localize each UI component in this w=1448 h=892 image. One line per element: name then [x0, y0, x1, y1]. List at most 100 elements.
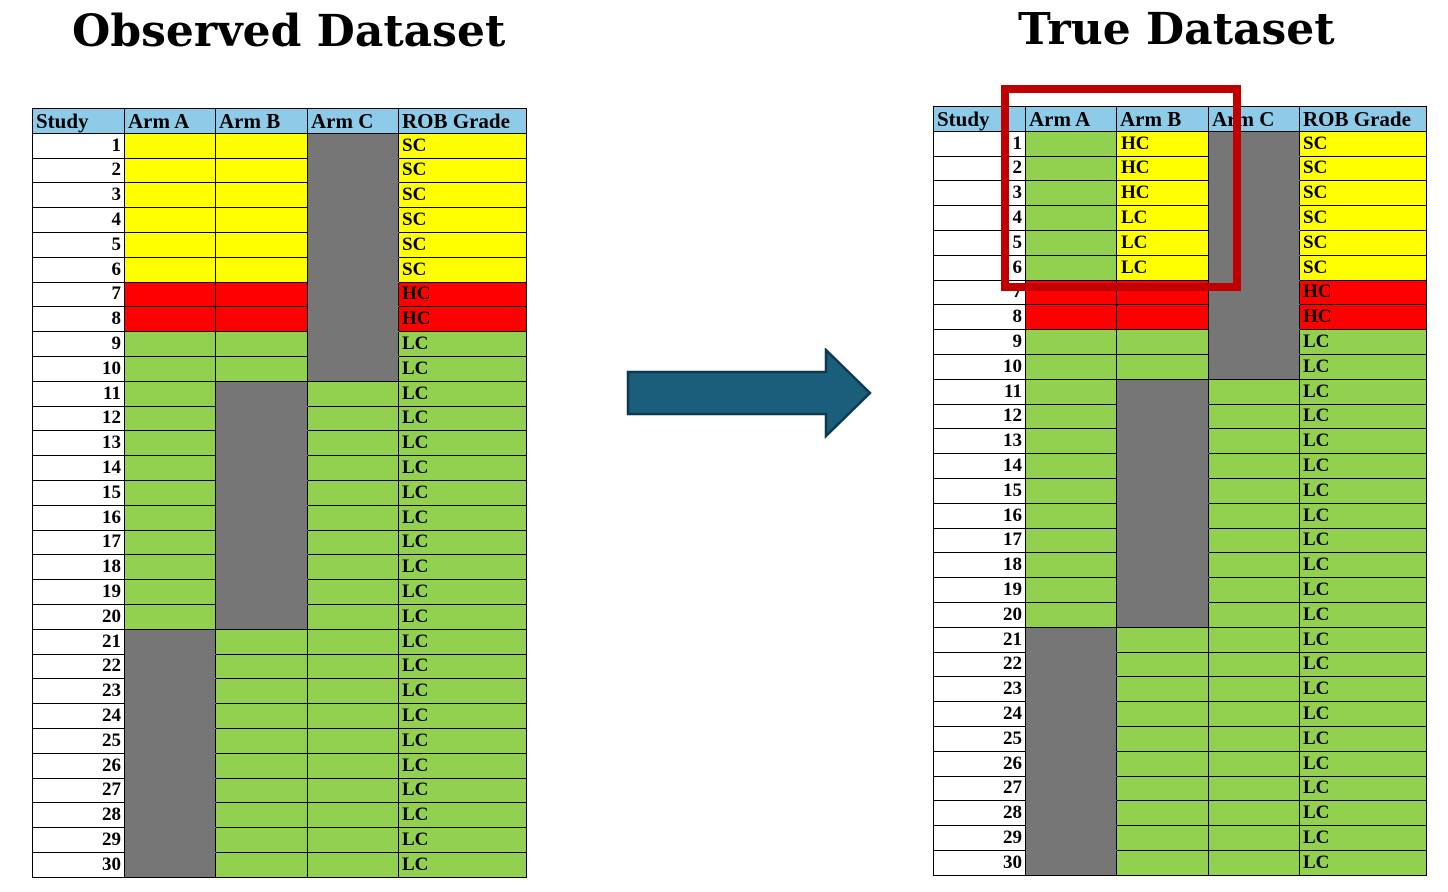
rob-grade-cell: LC	[1299, 552, 1427, 579]
true-dataset-table: Study Arm A Arm B Arm C ROB Grade 1 HC SC 2 HC SC…	[933, 106, 1427, 876]
arm-cell	[1208, 725, 1300, 752]
table-row: 28 LC	[32, 802, 527, 829]
rob-grade-cell: LC	[398, 802, 527, 829]
true-dataset-title: True Dataset	[1018, 4, 1335, 55]
arm-cell	[215, 182, 308, 209]
arm-cell	[124, 455, 216, 481]
study-number: 23	[32, 678, 125, 705]
rob-grade-cell: LC	[398, 504, 527, 531]
arm-cell	[1208, 626, 1300, 653]
arm-cell	[1208, 304, 1300, 331]
rob-grade-cell: LC	[1299, 651, 1427, 678]
study-number: 9	[32, 331, 125, 357]
rob-grade-cell: LC	[398, 405, 527, 432]
arm-cell	[1208, 849, 1300, 876]
study-number: 30	[933, 849, 1026, 876]
arm-cell	[1116, 577, 1209, 603]
table-row: 1 SC	[32, 132, 527, 159]
table-row: 12 LC	[933, 403, 1427, 430]
observed-dataset-table: Study Arm A Arm B Arm C ROB Grade 1 SC 2 SC 3 SC 4…	[32, 108, 527, 878]
arm-cell	[1025, 701, 1117, 727]
arm-cell: LC	[1116, 229, 1209, 256]
table-row: 27 LC	[933, 775, 1427, 802]
table-header-row: Study Arm A Arm B Arm C ROB Grade	[32, 108, 527, 134]
table-row: 13 LC	[32, 430, 527, 457]
arm-cell	[1116, 453, 1209, 479]
study-number: 14	[32, 455, 125, 481]
rob-grade-cell: SC	[398, 231, 527, 258]
arm-cell	[124, 777, 216, 804]
arm-cell	[1116, 477, 1209, 504]
arm-cell	[215, 405, 308, 432]
arm-cell	[1208, 701, 1300, 727]
arm-cell	[307, 182, 399, 209]
rob-grade-cell: LC	[1299, 502, 1427, 529]
rob-grade-cell: LC	[1299, 750, 1427, 777]
arm-cell	[215, 132, 308, 159]
arm-cell	[124, 306, 216, 333]
study-number: 18	[32, 554, 125, 581]
arm-cell	[124, 851, 216, 878]
study-number: 11	[32, 380, 125, 407]
arm-cell	[1116, 825, 1209, 851]
arm-cell	[1116, 725, 1209, 752]
study-number: 11	[933, 378, 1026, 405]
arm-cell	[215, 678, 308, 705]
study-number: 7	[933, 279, 1026, 306]
table-row: 20 LC	[933, 601, 1427, 628]
table-row: 30 LC	[32, 851, 527, 878]
arm-cell	[215, 207, 308, 233]
arm-cell	[307, 281, 399, 308]
arm-cell	[124, 380, 216, 407]
rob-grade-cell: SC	[1299, 254, 1427, 281]
table-row: 2 HC SC	[933, 155, 1427, 182]
table-row: 29 LC	[32, 827, 527, 853]
table-row: 9 LC	[32, 331, 527, 357]
arm-cell	[215, 281, 308, 308]
arm-cell	[307, 851, 399, 878]
study-number: 20	[32, 603, 125, 630]
arm-cell	[1208, 428, 1300, 455]
study-number: 5	[32, 231, 125, 258]
rob-grade-cell: SC	[1299, 155, 1427, 182]
arm-cell	[307, 132, 399, 159]
table-row: 3 HC SC	[933, 180, 1427, 207]
arm-cell	[124, 430, 216, 457]
table-row: 14 LC	[32, 455, 527, 481]
arm-cell	[307, 355, 399, 382]
rob-grade-cell: LC	[398, 554, 527, 581]
rob-grade-cell: LC	[1299, 527, 1427, 554]
arm-cell	[1025, 155, 1117, 182]
arm-cell	[1208, 453, 1300, 479]
arm-cell	[1025, 725, 1117, 752]
study-number: 30	[32, 851, 125, 878]
study-number: 16	[933, 502, 1026, 529]
arm-cell	[1208, 601, 1300, 628]
arm-cell	[1208, 800, 1300, 827]
rob-grade-cell: LC	[398, 331, 527, 357]
arm-cell	[307, 603, 399, 630]
column-header: Study	[933, 106, 1026, 132]
arm-cell	[1116, 502, 1209, 529]
table-row: 15 LC	[933, 477, 1427, 504]
arm-cell	[1025, 304, 1117, 331]
arm-cell	[1116, 601, 1209, 628]
rob-grade-cell: LC	[398, 678, 527, 705]
rob-grade-cell: LC	[398, 430, 527, 457]
column-header: Arm B	[215, 108, 308, 134]
arm-cell	[1025, 428, 1117, 455]
arm-cell	[1025, 180, 1117, 207]
study-number: 16	[32, 504, 125, 531]
study-number: 22	[32, 653, 125, 680]
table-row: 2 SC	[32, 157, 527, 184]
arm-cell	[1116, 800, 1209, 827]
rob-grade-cell: LC	[1299, 577, 1427, 603]
study-number: 15	[32, 479, 125, 506]
table-row: 16 LC	[32, 504, 527, 531]
rob-grade-cell: LC	[398, 355, 527, 382]
study-number: 4	[32, 207, 125, 233]
study-number: 19	[933, 577, 1026, 603]
table-row: 7 HC	[933, 279, 1427, 306]
study-number: 18	[933, 552, 1026, 579]
arm-cell	[307, 579, 399, 605]
